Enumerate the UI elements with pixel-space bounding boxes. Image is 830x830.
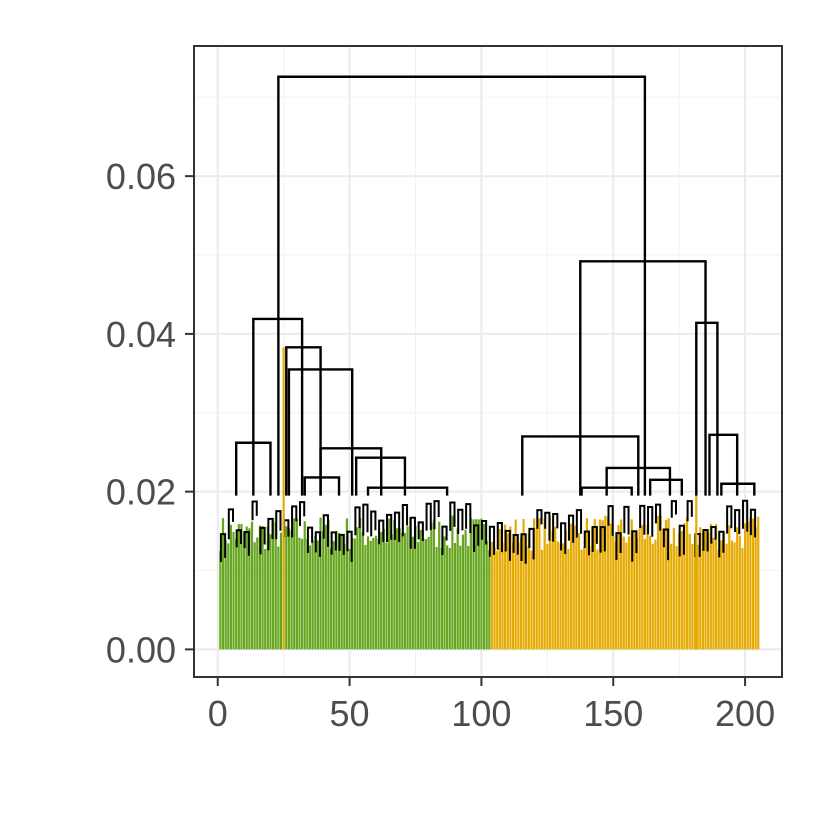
leaf-branches [219,322,760,650]
leaf-merge [686,500,693,522]
y-tick-label: 0.00 [106,629,176,670]
tree-merge [252,317,304,496]
x-tick-label: 200 [715,693,775,734]
y-tick-label: 0.06 [106,156,176,197]
x-tick-label: 100 [451,693,511,734]
leaf-merge [670,500,678,518]
tree-merge [303,476,341,496]
leaf-merge [298,501,306,526]
y-tick-label: 0.04 [106,314,176,355]
tree-branches [234,75,756,496]
leaf-merge [599,526,606,553]
leaf-merge [449,501,456,531]
leaf-merge [552,513,559,542]
leaf-merge [536,509,543,529]
leaf-merge [417,521,424,541]
leaf-merge [306,526,314,553]
leaf-merge [631,530,638,562]
leaf-merge [512,533,519,555]
tree-merge [354,456,407,496]
x-tick-label: 50 [330,693,370,734]
tree-merge [287,368,354,496]
leaf-merge [480,520,488,545]
leaf-merge [726,505,733,534]
leaf-merge [259,526,266,555]
leaf-merge [314,531,322,557]
tree-merge [234,441,272,496]
leaf-merge [567,514,575,543]
axes: 0 50 100 150 200 0.00 0.02 0.04 0.06 [106,156,775,734]
leaf-merge [275,510,282,540]
leaf-merge [560,522,567,554]
leaf-merge [718,530,725,558]
x-tick-label: 0 [208,693,228,734]
leaf-merge [235,529,242,548]
leaf-merge [654,503,662,531]
leaf-merge [488,525,496,557]
leaf-merge [401,504,409,537]
tree-merge [708,433,739,496]
leaf-merge [544,511,551,541]
tree-merge [285,346,322,496]
tree-merge [319,447,383,496]
leaf-merge [734,509,741,535]
plot-panel-background [194,46,782,677]
tree-merge [277,75,647,496]
leaf-merge [219,533,227,562]
leaf-merge [520,533,527,564]
leaf-merge [528,527,535,560]
leaf-merge [473,524,480,553]
leaf-merge [741,499,749,532]
leaf-merge [409,516,416,549]
y-tick-label: 0.02 [106,472,176,513]
tree-merge [720,482,756,496]
leaf-merge [575,509,583,538]
leaf-merge [386,513,393,543]
x-tick-label: 150 [583,693,643,734]
leaf-merge [662,528,670,561]
tree-merge [579,260,707,496]
leaf-merge [322,514,329,547]
leaf-merge [591,526,598,552]
leaf-merge [338,533,345,555]
tree-merge [605,466,672,496]
tree-merge [366,486,449,496]
leaf-merge [504,529,511,561]
leaf-merge [441,525,448,555]
leaf-merge [623,505,630,535]
tree-merge [695,321,719,496]
leaf-merge [291,505,298,538]
leaf-merge [243,531,250,556]
leaf-merge [393,511,401,542]
leaf-merge [227,508,235,540]
leaf-merge [749,508,757,538]
tree-merge [521,435,640,496]
tree-merge [580,486,633,496]
leaf-merge [496,522,503,553]
leaf-merge [607,505,614,536]
leaf-merge [267,517,274,551]
leaf-merge [433,500,440,530]
leaf-merge [425,502,432,531]
plot-panel-border [193,45,783,678]
leaf-merge [647,505,654,537]
leaf-merge [378,519,385,545]
leaf-merge [702,529,709,552]
leaf-merge [330,531,337,555]
leaf-merge [615,532,622,560]
leaf-merge [465,503,472,534]
leaf-merge [354,506,361,536]
leaf-merge [710,525,717,544]
leaf-merge [251,500,258,521]
leaf-merge [583,530,590,556]
leaf-merge [362,503,369,536]
leaf-merge [457,508,464,535]
leaf-merge [678,524,685,557]
leaf-merge [370,510,377,537]
leaf-merge [346,530,353,562]
leaf-merge [639,504,646,535]
tree-merge [648,478,684,496]
